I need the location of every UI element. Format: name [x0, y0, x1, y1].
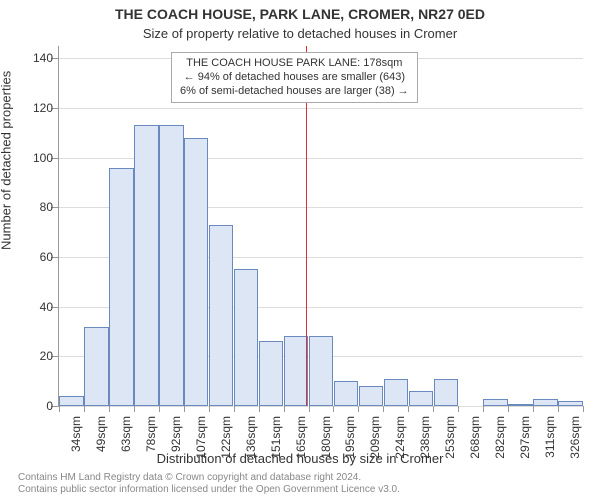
histogram-bar	[84, 327, 108, 406]
annotation-line: THE COACH HOUSE PARK LANE: 178sqm	[180, 57, 409, 71]
histogram-bar	[184, 138, 208, 406]
y-axis-label: Number of detached properties	[0, 71, 14, 250]
x-axis-label: Distribution of detached houses by size …	[0, 451, 600, 466]
x-tick	[583, 406, 584, 412]
histogram-bar	[259, 341, 283, 406]
x-tick	[383, 406, 384, 412]
x-tick	[259, 406, 260, 412]
histogram-bar	[334, 381, 358, 406]
annotation-line: 6% of semi-detached houses are larger (3…	[180, 85, 409, 99]
chart-title-sub: Size of property relative to detached ho…	[0, 26, 600, 41]
histogram-bar	[209, 225, 233, 406]
y-tick-label: 140	[33, 51, 53, 65]
x-tick	[408, 406, 409, 412]
histogram-bar	[434, 379, 458, 406]
y-tick-label: 40	[40, 300, 53, 314]
histogram-bar	[483, 399, 507, 406]
histogram-bar	[309, 336, 333, 406]
histogram-bar	[508, 404, 532, 406]
x-tick	[59, 406, 60, 412]
x-tick	[84, 406, 85, 412]
x-tick	[209, 406, 210, 412]
x-tick	[309, 406, 310, 412]
footer-line2: Contains public sector information licen…	[18, 484, 400, 495]
chart-container: { "chart": { "type": "histogram", "title…	[0, 0, 600, 500]
x-tick	[109, 406, 110, 412]
x-tick	[433, 406, 434, 412]
chart-title-main: THE COACH HOUSE, PARK LANE, CROMER, NR27…	[0, 6, 600, 22]
x-tick	[159, 406, 160, 412]
x-tick	[558, 406, 559, 412]
gridline	[59, 108, 583, 109]
y-tick-label: 120	[33, 101, 53, 115]
y-tick-label: 80	[40, 200, 53, 214]
x-tick	[234, 406, 235, 412]
histogram-bar	[109, 168, 133, 406]
x-tick	[483, 406, 484, 412]
footer-attribution: Contains HM Land Registry data © Crown c…	[18, 472, 590, 496]
x-tick	[284, 406, 285, 412]
plot-area: 02040608010012014034sqm49sqm63sqm78sqm92…	[58, 46, 583, 407]
x-tick	[458, 406, 459, 412]
y-tick-label: 100	[33, 151, 53, 165]
x-tick	[184, 406, 185, 412]
histogram-bar	[134, 125, 158, 406]
annotation-line: ← 94% of detached houses are smaller (64…	[180, 71, 409, 85]
histogram-bar	[234, 269, 258, 406]
histogram-bar	[384, 379, 408, 406]
y-tick-label: 20	[40, 349, 53, 363]
x-tick	[134, 406, 135, 412]
histogram-bar	[533, 399, 557, 406]
histogram-bar	[59, 396, 83, 406]
x-tick	[508, 406, 509, 412]
footer-line1: Contains HM Land Registry data © Crown c…	[18, 472, 361, 483]
histogram-bar	[558, 401, 582, 406]
histogram-bar	[359, 386, 383, 406]
x-tick	[333, 406, 334, 412]
y-tick-label: 60	[40, 250, 53, 264]
histogram-bar	[409, 391, 433, 406]
histogram-bar	[159, 125, 183, 406]
annotation-box: THE COACH HOUSE PARK LANE: 178sqm← 94% o…	[171, 52, 418, 103]
gridline	[59, 406, 583, 407]
x-tick	[533, 406, 534, 412]
y-tick-label: 0	[46, 399, 53, 413]
x-tick	[358, 406, 359, 412]
